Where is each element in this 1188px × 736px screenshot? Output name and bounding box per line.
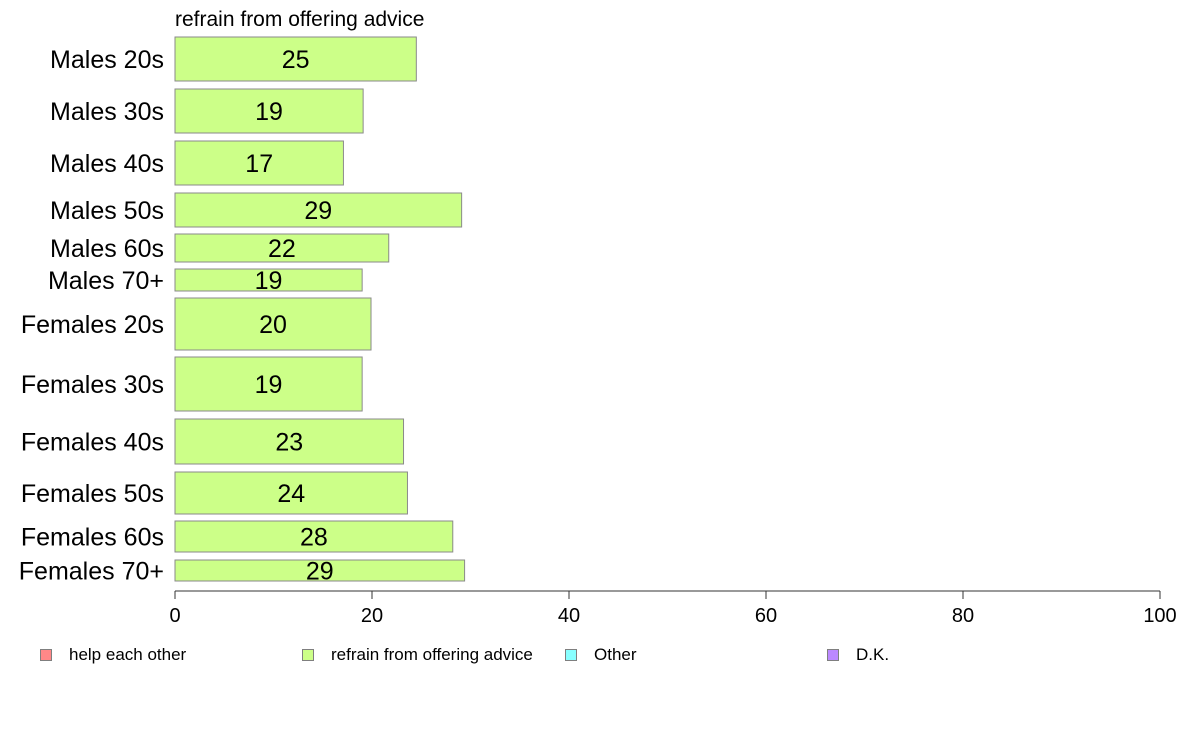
category-label: Females 50s xyxy=(21,480,164,508)
legend-item: help each other xyxy=(40,640,186,670)
legend-label: Other xyxy=(594,645,637,664)
bar-value-label: 19 xyxy=(255,267,283,295)
category-label: Females 40s xyxy=(21,429,164,457)
x-tick-label: 80 xyxy=(952,605,974,627)
bar-value-label: 20 xyxy=(259,311,287,339)
x-tick-label: 0 xyxy=(169,605,180,627)
bar xyxy=(174,36,417,82)
legend-swatch xyxy=(827,649,839,661)
category-label: Males 50s xyxy=(50,197,164,225)
x-axis: 0 20 40 60 80 100 xyxy=(169,591,1177,627)
bar xyxy=(174,356,363,412)
bar-value-label: 25 xyxy=(282,46,310,74)
bar xyxy=(174,297,372,351)
category-label: Males 20s xyxy=(50,46,164,74)
legend-label: refrain from offering advice xyxy=(331,645,533,664)
bar-value-label: 29 xyxy=(304,197,332,225)
x-tick-label: 40 xyxy=(558,605,580,627)
category-label: Females 30s xyxy=(21,371,164,399)
bar-value-label: 22 xyxy=(268,235,296,263)
category-label: Males 40s xyxy=(50,150,164,178)
category-label: Females 60s xyxy=(21,524,164,552)
bar-chart: refrain from offering advice 25 Males 20s… xyxy=(19,8,1177,627)
legend-swatch xyxy=(302,649,314,661)
category-label: Males 60s xyxy=(50,235,164,263)
category-label: Males 30s xyxy=(50,98,164,126)
x-tick-label: 20 xyxy=(361,605,383,627)
bars-layer: 25 Males 20s 19 Males 30s 17 Males 40s 29 Males… xyxy=(19,36,466,586)
bar xyxy=(174,471,408,515)
bar-value-label: 23 xyxy=(275,429,303,457)
bar-value-label: 19 xyxy=(255,371,283,399)
x-tick-label: 100 xyxy=(1143,605,1176,627)
bar xyxy=(174,88,364,134)
category-label: Males 70+ xyxy=(48,267,164,295)
bar-value-label: 17 xyxy=(245,150,273,178)
category-label: Females 70+ xyxy=(19,558,164,586)
bar xyxy=(174,268,363,292)
bar-value-label: 24 xyxy=(277,480,305,508)
bar xyxy=(174,520,454,553)
bar-value-label: 28 xyxy=(300,524,328,552)
legend-item: Other xyxy=(565,640,637,670)
bar-value-label: 29 xyxy=(306,558,334,586)
bar-value-label: 19 xyxy=(255,98,283,126)
bar xyxy=(174,233,390,263)
panel-title: refrain from offering advice xyxy=(175,8,424,31)
legend-swatch xyxy=(40,649,52,661)
legend-item: D.K. xyxy=(827,640,889,670)
legend-swatch xyxy=(565,649,577,661)
legend-label: help each other xyxy=(69,645,187,664)
bar xyxy=(174,559,466,582)
bar xyxy=(174,140,344,186)
legend: help each other refrain from offering adv… xyxy=(0,640,1188,670)
legend-item: refrain from offering advice xyxy=(302,640,533,670)
x-tick-label: 60 xyxy=(755,605,777,627)
bar xyxy=(174,192,463,228)
category-label: Females 20s xyxy=(21,311,164,339)
bar xyxy=(174,418,405,465)
legend-label: D.K. xyxy=(856,645,890,664)
